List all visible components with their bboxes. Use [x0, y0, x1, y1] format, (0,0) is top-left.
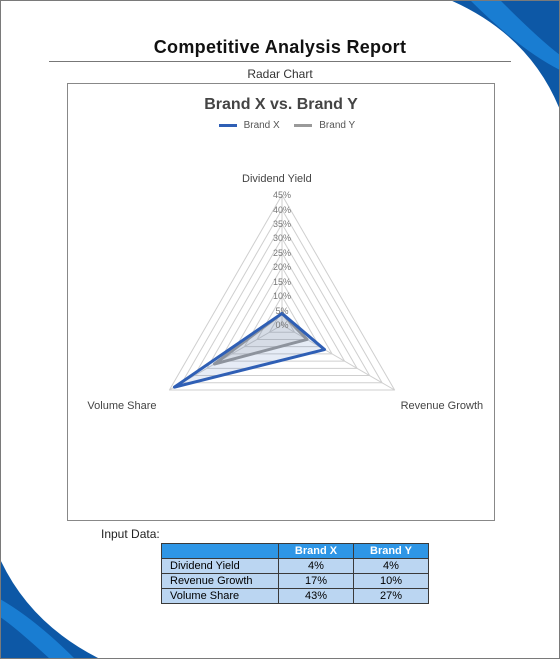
legend-label-1: Brand Y — [319, 120, 355, 131]
table-rowhead: Volume Share — [162, 589, 279, 604]
radar-axis-label: Dividend Yield — [242, 173, 312, 185]
chart-title: Brand X vs. Brand Y — [68, 96, 494, 114]
radar-tick-label: 40% — [273, 205, 291, 215]
radar-chart-box: Brand X vs. Brand Y Brand X Brand Y 0% 5%… — [67, 83, 495, 521]
legend-swatch-1 — [294, 124, 312, 127]
radar-axis-label: Volume Share — [87, 400, 156, 412]
report-page: Competitive Analysis Report Radar Chart … — [0, 0, 560, 659]
table-header-blank — [162, 544, 279, 559]
radar-tick-label: 10% — [273, 291, 291, 301]
radar-tick-label: 45% — [273, 190, 291, 200]
radar-tick-label: 0% — [275, 320, 288, 330]
table-row: Volume Share 43% 27% — [162, 589, 429, 604]
radar-axis-label: Revenue Growth — [401, 400, 484, 412]
radar-plot-area: 0% 5% 10% 15% 20% 25% 30% 35% 40% 45% Dividend Yie… — [68, 135, 494, 495]
table-cell: 43% — [279, 589, 354, 604]
radar-tick-label: 15% — [273, 277, 291, 287]
radar-tick-label: 25% — [273, 248, 291, 258]
legend-label-0: Brand X — [244, 120, 280, 131]
legend-swatch-0 — [219, 124, 237, 127]
input-data-caption: Input Data: — [101, 527, 160, 541]
table-row: Dividend Yield 4% 4% — [162, 559, 429, 574]
table-cell: 17% — [279, 574, 354, 589]
corner-bottom-left-icon — [0, 549, 130, 659]
radar-tick-label: 5% — [275, 306, 288, 316]
table-cell: 27% — [354, 589, 429, 604]
chart-legend: Brand X Brand Y — [68, 120, 494, 131]
radar-tick-label: 20% — [273, 262, 291, 272]
table-header-row: Brand X Brand Y — [162, 544, 429, 559]
table-cell: 4% — [279, 559, 354, 574]
title-underline — [49, 61, 511, 62]
report-title: Competitive Analysis Report — [1, 37, 559, 58]
input-data-table: Brand X Brand Y Dividend Yield 4% 4% Rev… — [161, 543, 429, 604]
table-header-col1: Brand X — [279, 544, 354, 559]
table-header-col2: Brand Y — [354, 544, 429, 559]
table-cell: 4% — [354, 559, 429, 574]
table-rowhead: Dividend Yield — [162, 559, 279, 574]
table-row: Revenue Growth 17% 10% — [162, 574, 429, 589]
table-cell: 10% — [354, 574, 429, 589]
radar-tick-label: 35% — [273, 219, 291, 229]
report-subheading: Radar Chart — [1, 67, 559, 81]
radar-tick-label: 30% — [273, 233, 291, 243]
table-rowhead: Revenue Growth — [162, 574, 279, 589]
